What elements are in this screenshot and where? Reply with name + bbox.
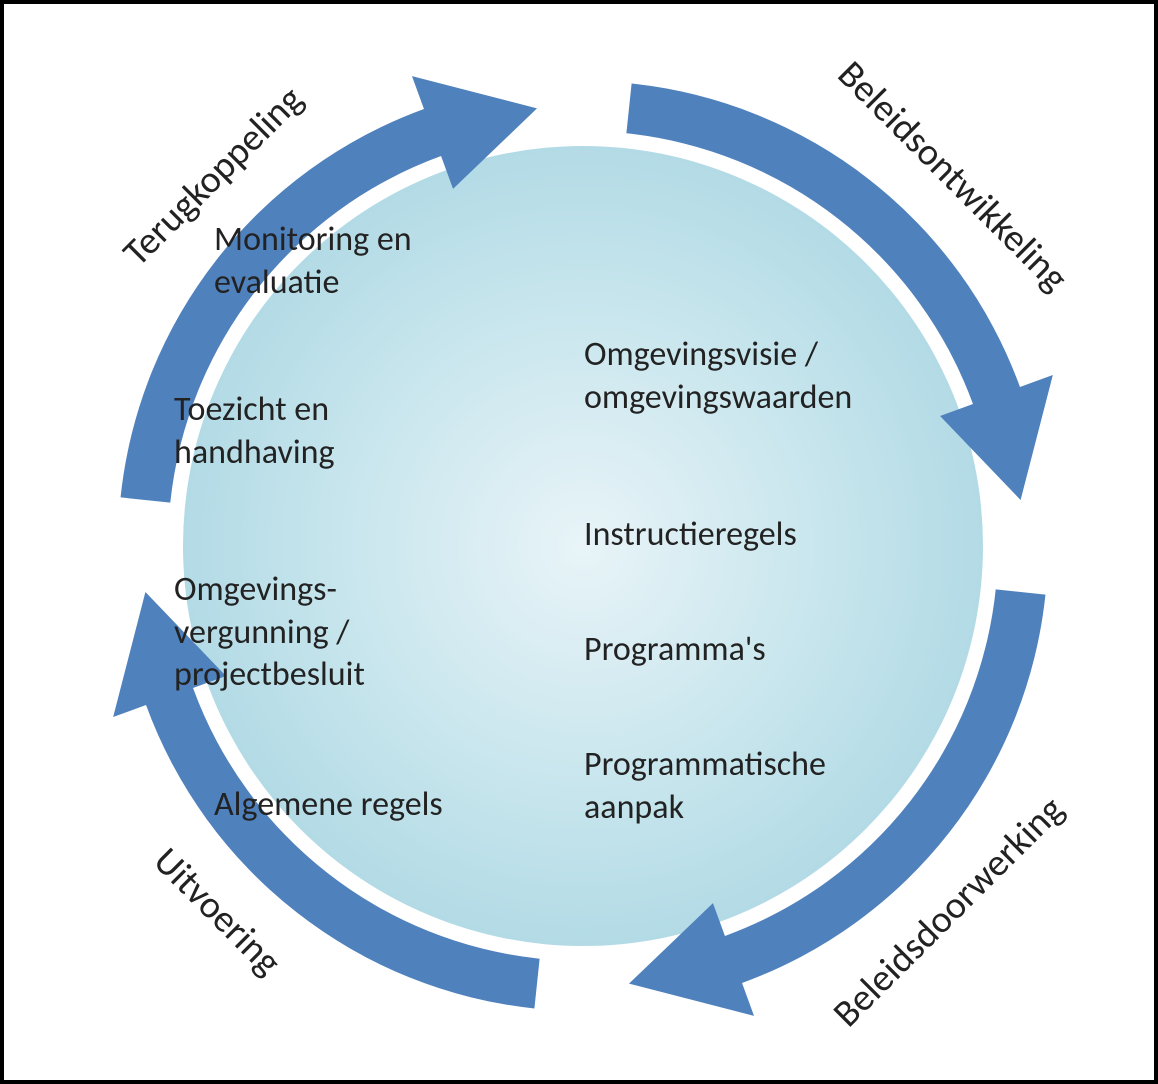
inner-label-omgevingsvergunning: Omgevings- vergunning / projectbesluit [174, 569, 365, 697]
inner-label-programmas: Programma's [584, 629, 766, 672]
inner-label-algemene: Algemene regels [214, 784, 443, 827]
inner-label-toezicht: Toezicht en handhaving [174, 389, 335, 474]
cycle-svg: BeleidsontwikkelingBeleidsdoorwerkingUit… [4, 4, 1158, 1084]
diagram-frame: BeleidsontwikkelingBeleidsdoorwerkingUit… [0, 0, 1158, 1084]
inner-label-monitoring: Monitoring en evaluatie [214, 219, 412, 304]
inner-label-omgevingsvisie: Omgevingsvisie / omgevingswaarden [584, 334, 852, 419]
inner-label-instructieregels: Instructieregels [584, 514, 797, 557]
inner-label-programmatische: Programmatische aanpak [584, 744, 826, 829]
